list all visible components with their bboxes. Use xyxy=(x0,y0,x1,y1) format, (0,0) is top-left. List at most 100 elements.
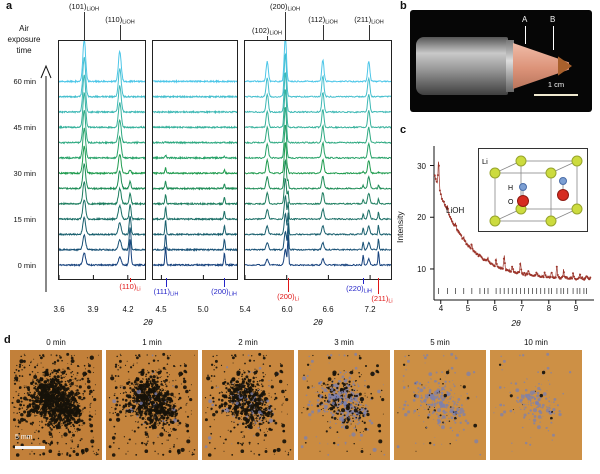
micrograph-10min xyxy=(490,350,582,460)
leader-line xyxy=(166,278,167,287)
leader-line xyxy=(224,278,225,287)
xrd-panel-1 xyxy=(58,38,146,280)
x-tick: 7 xyxy=(519,304,525,313)
panel-c-label: c xyxy=(400,124,407,136)
xrd-panel-2 xyxy=(152,40,238,280)
leader-line xyxy=(84,12,85,40)
xrd-trace xyxy=(152,246,238,268)
peak-label-102-lioh: (102)LiOH xyxy=(251,26,283,37)
sample-photo: A B 1 cm xyxy=(410,10,592,112)
o-atom xyxy=(557,189,569,201)
xrd-trace xyxy=(152,180,238,191)
xrd-trace xyxy=(244,106,392,145)
xrd-trace xyxy=(152,125,238,130)
leader-line xyxy=(120,25,121,40)
xrd-trace xyxy=(244,124,392,160)
micrograph-2min xyxy=(202,350,294,460)
scale-bar-label: 5 mm xyxy=(15,434,33,441)
xrd-trace xyxy=(58,74,146,114)
time-label: 2 min xyxy=(238,338,258,347)
leader-line xyxy=(369,25,370,40)
peak-label-111-lih: (111)LiH xyxy=(153,287,179,298)
xrd-trace xyxy=(152,109,238,115)
scale-bar-label: 1 cm xyxy=(547,80,565,89)
x-tick: 6.6 xyxy=(322,305,334,314)
air-exposure-axis-label: Air xyxy=(19,24,29,33)
leader-line xyxy=(363,278,364,284)
xrd-trace xyxy=(58,38,146,84)
peak-label-220-lih: (220)LiH xyxy=(346,284,372,295)
leader-line xyxy=(267,36,268,40)
leader-line xyxy=(285,12,286,40)
pointer-line-a xyxy=(525,26,526,44)
peak-label-200-lioh: (200)LiOH xyxy=(269,2,301,13)
xrd-trace xyxy=(152,140,238,145)
y-tick: 30 xyxy=(417,162,426,171)
holder-collar xyxy=(506,40,514,92)
metal-holder xyxy=(416,37,508,95)
x-tick: 5.4 xyxy=(239,305,251,314)
xrd-trace xyxy=(245,194,392,221)
xrd-trace xyxy=(152,167,238,176)
speckle-dots xyxy=(396,352,482,456)
time-label: 30 min xyxy=(13,169,36,178)
x-tick: 6 xyxy=(492,304,498,313)
crystal-structure-inset: Li O H xyxy=(478,148,588,232)
peak-label-112-lioh: (112)LiOH xyxy=(308,15,338,26)
xrd-trace xyxy=(58,56,146,99)
xrd-trace xyxy=(58,227,146,252)
x-axis-label: 2θ xyxy=(511,318,521,328)
x-tick: 7.2 xyxy=(364,305,376,314)
xrd-trace xyxy=(244,72,392,114)
xrd-trace xyxy=(58,181,146,206)
xrd-trace xyxy=(244,212,392,237)
x-tick: 5 xyxy=(465,304,471,313)
panel-a-label: a xyxy=(6,0,13,12)
xrd-trace xyxy=(58,199,146,222)
time-label: 0 min xyxy=(46,338,66,347)
xrd-panel-3 xyxy=(244,36,392,280)
time-label: 60 min xyxy=(13,77,36,86)
xrd-trace xyxy=(244,52,392,99)
li-atom-label: Li xyxy=(482,157,488,166)
xrd-traces xyxy=(152,79,238,268)
xrd-trace xyxy=(244,89,392,129)
x-tick: 6.0 xyxy=(281,305,293,314)
peak-label-211-li: (211)Li xyxy=(371,294,393,305)
xrd-trace xyxy=(58,145,146,176)
speckle-layer xyxy=(11,352,100,457)
x-tick: 5.0 xyxy=(197,305,209,314)
panel-b-label: b xyxy=(400,0,407,12)
time-label: 10 min xyxy=(523,338,548,347)
xrd-trace xyxy=(152,154,238,161)
xrd-points xyxy=(433,164,592,281)
leader-line xyxy=(288,278,289,292)
x-tick: 3.9 xyxy=(87,305,99,314)
peak-label-101-lioh: (101)LiOH xyxy=(68,2,100,13)
o-atom-label: O xyxy=(508,199,514,206)
micrograph-0min: 5 mm xyxy=(10,350,102,460)
leader-line xyxy=(130,278,131,282)
xrd-traces xyxy=(58,38,146,268)
xrd-chart-segment-2 xyxy=(152,79,238,279)
o-atom xyxy=(517,195,529,207)
phase-label: LiOH xyxy=(446,206,465,215)
scale-bar xyxy=(534,94,578,96)
x-tick: 4.5 xyxy=(155,305,167,314)
point-label-a: A xyxy=(522,15,528,24)
speckle-layer xyxy=(300,352,386,456)
xrd-chart-segment-1 xyxy=(58,38,146,279)
y-tick: 20 xyxy=(417,213,426,222)
speckle-layer xyxy=(493,352,572,452)
time-label: 45 min xyxy=(13,123,36,132)
xrd-trace xyxy=(58,215,146,237)
xrd-trace xyxy=(58,127,146,161)
x-tick: 8 xyxy=(546,304,552,313)
xrd-trace xyxy=(244,223,392,252)
peak-label-211-lioh: (211)LiOH xyxy=(354,15,384,26)
time-label: 15 min xyxy=(13,215,36,224)
speckle-dots xyxy=(300,352,386,456)
y-axis-label: Intensity xyxy=(395,211,405,243)
xrd-refinement-chart xyxy=(430,146,594,304)
